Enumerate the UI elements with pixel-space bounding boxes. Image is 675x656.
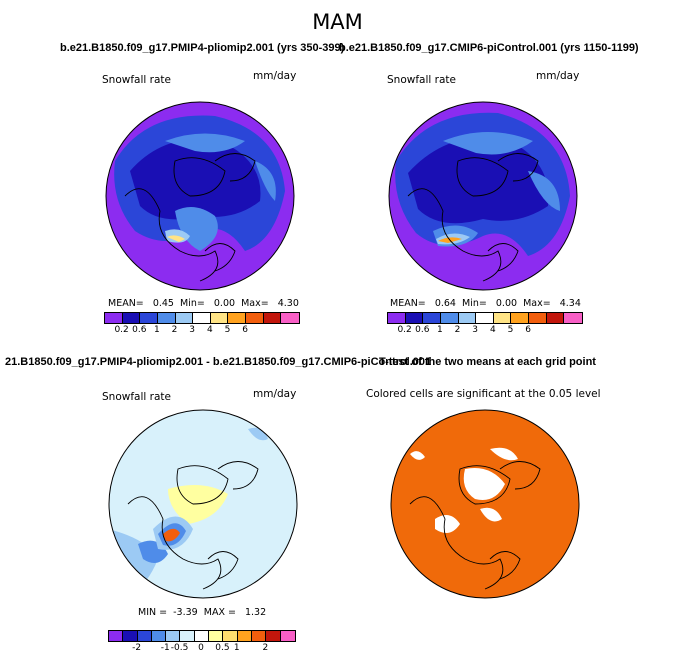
colorbar-swatch bbox=[251, 631, 267, 641]
colorbar-tick-label: 6 bbox=[525, 325, 531, 335]
polar-map-pliomip bbox=[105, 101, 295, 291]
colorbar-tick-label: 5 bbox=[224, 325, 231, 335]
colorbar-tick-label: 0.5 bbox=[215, 643, 230, 653]
colorbar-pliomip bbox=[104, 312, 300, 324]
colorbar-tick-label: 4 bbox=[489, 325, 496, 335]
colorbar-swatch bbox=[193, 313, 211, 323]
colorbar-swatch bbox=[140, 313, 158, 323]
colorbar-tick-label: -2 bbox=[132, 643, 142, 653]
significance-note: Colored cells are significant at the 0.0… bbox=[366, 388, 601, 400]
colorbar-tick-label: 3 bbox=[472, 325, 479, 335]
colorbar-swatch bbox=[246, 313, 264, 323]
colorbar-tick-label: -0.5 bbox=[170, 643, 189, 653]
colorbar-swatch bbox=[151, 631, 167, 641]
polar-map-ttest bbox=[390, 409, 580, 599]
panel-title-picontrol: b.e21.B1850.f09_g17.CMIP6-piControl.001 … bbox=[339, 42, 639, 54]
colorbar-tick-label: 1 bbox=[233, 643, 240, 653]
panel-title-ttest: T-test of the two means at each grid poi… bbox=[379, 356, 596, 368]
colorbar-swatch bbox=[105, 313, 123, 323]
field-label-picontrol: Snowfall rate bbox=[387, 74, 456, 86]
colorbar-difference bbox=[108, 630, 296, 642]
colorbar-tick-label: 5 bbox=[507, 325, 514, 335]
colorbar-tick-label: 0.6 bbox=[132, 325, 147, 335]
colorbar-tick-label: 4 bbox=[206, 325, 213, 335]
colorbar-ticks-pliomip: 0.2 0.6 1 2 3 4 5 6 bbox=[104, 325, 298, 337]
field-label-pliomip: Snowfall rate bbox=[102, 74, 171, 86]
colorbar-swatch bbox=[281, 313, 299, 323]
colorbar-swatch bbox=[137, 631, 152, 641]
colorbar-swatch bbox=[280, 631, 295, 641]
colorbar-swatch bbox=[511, 313, 529, 323]
season-title: MAM bbox=[312, 10, 363, 34]
colorbar-swatch bbox=[180, 631, 195, 641]
colorbar-swatch bbox=[223, 631, 238, 641]
units-label-picontrol: mm/day bbox=[536, 70, 580, 82]
colorbar-tick-label: 1 bbox=[154, 325, 160, 335]
colorbar-swatch bbox=[263, 313, 282, 323]
stats-difference: MIN = -3.39 MAX = 1.32 bbox=[138, 607, 267, 618]
units-label-difference: mm/day bbox=[253, 388, 297, 400]
colorbar-ticks-picontrol: 0.2 0.6 1 2 3 4 5 6 bbox=[387, 325, 581, 337]
colorbar-tick-label: 2 bbox=[171, 325, 178, 335]
colorbar-swatch bbox=[476, 313, 494, 323]
colorbar-swatch bbox=[237, 631, 252, 641]
colorbar-swatch bbox=[546, 313, 565, 323]
colorbar-swatch bbox=[228, 313, 246, 323]
colorbar-picontrol bbox=[387, 312, 583, 324]
colorbar-swatch bbox=[210, 313, 229, 323]
colorbar-swatch bbox=[493, 313, 512, 323]
colorbar-tick-label: 1 bbox=[437, 325, 443, 335]
colorbar-tick-label: 2 bbox=[454, 325, 461, 335]
colorbar-tick-label: 0.6 bbox=[415, 325, 430, 335]
field-label-difference: Snowfall rate bbox=[102, 391, 171, 403]
colorbar-swatch bbox=[405, 313, 424, 323]
colorbar-swatch bbox=[423, 313, 441, 323]
polar-map-difference bbox=[108, 409, 298, 599]
colorbar-tick-label: 0.2 bbox=[397, 325, 412, 335]
colorbar-tick-label: 0 bbox=[198, 643, 204, 653]
panel-title-difference: 21.B1850.f09_g17.PMIP4-pliomip2.001 - b.… bbox=[5, 356, 432, 368]
colorbar-swatch bbox=[458, 313, 477, 323]
panel-title-pliomip: b.e21.B1850.f09_g17.PMIP4-pliomip2.001 (… bbox=[60, 42, 345, 54]
stats-pliomip: MEAN= 0.45 Min= 0.00 Max= 4.30 bbox=[108, 298, 299, 309]
colorbar-tick-label: 2 bbox=[262, 643, 269, 653]
colorbar-swatch bbox=[123, 631, 138, 641]
colorbar-swatch bbox=[440, 313, 459, 323]
units-label-pliomip: mm/day bbox=[253, 70, 297, 82]
colorbar-swatch bbox=[166, 631, 181, 641]
stats-picontrol: MEAN= 0.64 Min= 0.00 Max= 4.34 bbox=[390, 298, 581, 309]
colorbar-swatch bbox=[388, 313, 406, 323]
polar-map-picontrol bbox=[388, 101, 578, 291]
colorbar-swatch bbox=[564, 313, 582, 323]
colorbar-swatch bbox=[209, 631, 224, 641]
colorbar-swatch bbox=[194, 631, 210, 641]
colorbar-tick-label: -1 bbox=[160, 643, 170, 653]
colorbar-swatch bbox=[175, 313, 194, 323]
colorbar-tick-label: 3 bbox=[189, 325, 196, 335]
colorbar-swatch bbox=[529, 313, 547, 323]
colorbar-tick-label: 6 bbox=[242, 325, 248, 335]
colorbar-swatch bbox=[157, 313, 176, 323]
colorbar-swatch bbox=[109, 631, 124, 641]
colorbar-swatch bbox=[266, 631, 281, 641]
colorbar-tick-label: 0.2 bbox=[114, 325, 129, 335]
colorbar-ticks-difference: -2 -1 -0.5 0 0.5 1 2 bbox=[108, 643, 294, 655]
colorbar-swatch bbox=[122, 313, 141, 323]
